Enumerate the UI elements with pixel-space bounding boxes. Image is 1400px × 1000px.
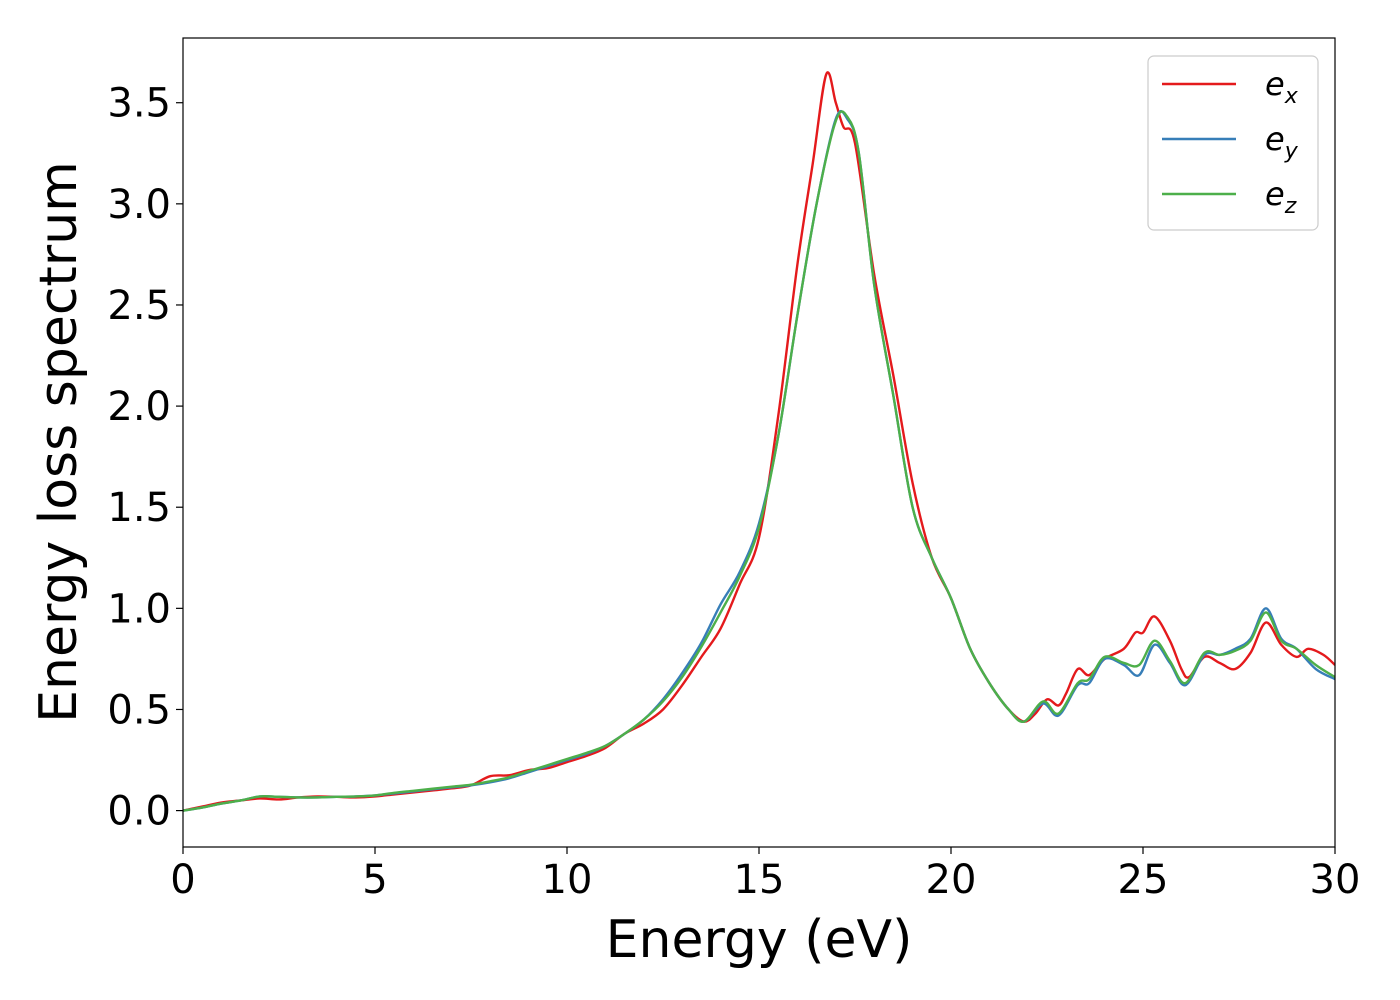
y-axis-label: Energy loss spectrum bbox=[29, 161, 89, 723]
x-tick-label: 5 bbox=[362, 857, 387, 903]
x-tick-label: 25 bbox=[1118, 857, 1169, 903]
y-tick-label: 0.0 bbox=[107, 789, 171, 835]
y-tick-label: 3.0 bbox=[107, 182, 171, 228]
y-tick-label: 3.5 bbox=[107, 81, 171, 127]
legend-label-e-y: ey bbox=[1265, 120, 1299, 164]
x-tick-label: 0 bbox=[170, 857, 195, 903]
y-tick-label: 0.5 bbox=[107, 687, 171, 733]
y-tick-label: 2.5 bbox=[107, 283, 171, 329]
x-axis-ticks: 0 5 10 15 20 25 30 bbox=[170, 847, 1360, 903]
legend-label-e-z: ez bbox=[1265, 175, 1297, 219]
x-tick-label: 10 bbox=[542, 857, 593, 903]
legend-box bbox=[1147, 55, 1319, 231]
x-tick-label: 15 bbox=[734, 857, 785, 903]
series-layer bbox=[183, 71, 1335, 812]
series-line-e-z bbox=[183, 110, 1335, 812]
x-tick-label: 20 bbox=[926, 857, 977, 903]
x-tick-label: 30 bbox=[1310, 857, 1361, 903]
legend: ex ey ez bbox=[1147, 55, 1319, 231]
y-axis-ticks: 0.0 0.5 1.0 1.5 2.0 2.5 3.0 3.5 bbox=[107, 81, 183, 835]
x-axis-label: Energy (eV) bbox=[606, 910, 913, 970]
y-tick-label: 1.0 bbox=[107, 586, 171, 632]
y-tick-label: 1.5 bbox=[107, 485, 171, 531]
legend-label-e-x: ex bbox=[1265, 65, 1299, 109]
y-tick-label: 2.0 bbox=[107, 384, 171, 430]
